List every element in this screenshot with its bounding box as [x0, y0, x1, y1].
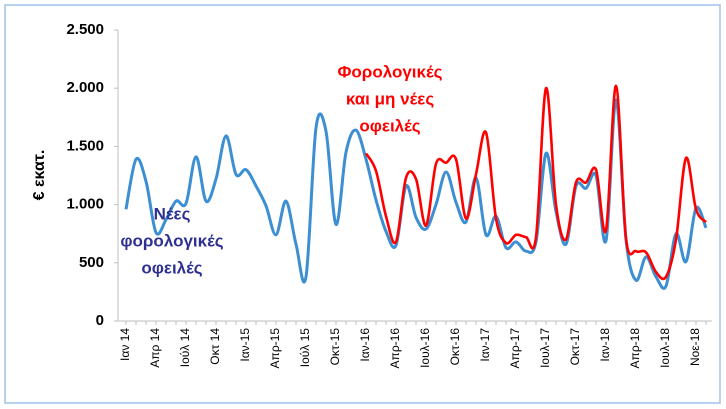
x-tick-label: Ιαν-17 — [478, 328, 492, 362]
y-axis-label: € εκατ. — [31, 150, 48, 201]
x-tick-label: Απρ-18 — [628, 328, 642, 369]
series-line — [364, 84, 708, 281]
y-tick-label: 0 — [96, 312, 104, 329]
annotation: Φορολογικές — [337, 62, 442, 81]
y-tick-label: 1.000 — [66, 196, 104, 213]
x-tick-label: Ιουλ-18 — [658, 328, 672, 368]
y-tick-label: 1.500 — [66, 137, 104, 154]
annotation: φορολογικές — [120, 231, 223, 250]
x-tick-label: Ιαν 14 — [118, 328, 132, 361]
x-tick-label: Οκτ-17 — [568, 328, 582, 366]
x-tick-label: Ιουλ-17 — [538, 328, 552, 368]
x-tick-label: Οκτ-15 — [328, 328, 342, 366]
x-tick-label: Νοε-18 — [688, 328, 702, 366]
x-tick-label: Ιαν-18 — [598, 328, 612, 362]
x-tick-label: Απρ-16 — [388, 328, 402, 369]
x-tick-label: Ιούλ 15 — [298, 328, 312, 368]
x-tick-label: Απρ 14 — [148, 328, 162, 368]
annotation: Νέες — [154, 204, 191, 223]
x-tick-label: Ιούλ 14 — [178, 328, 192, 368]
x-tick-label: Ιαν-16 — [358, 328, 372, 362]
y-tick-label: 2.000 — [66, 79, 104, 96]
annotation: οφειλές — [359, 116, 420, 135]
annotation: οφειλές — [141, 258, 202, 277]
x-tick-label: Απρ-15 — [268, 328, 282, 369]
x-tick-label: Ιουλ-16 — [418, 328, 432, 368]
annotation: και μη νέες — [346, 89, 435, 108]
x-tick-label: Απρ-17 — [508, 328, 522, 369]
x-tick-label: Οκτ 14 — [208, 328, 222, 365]
x-tick-label: Ιαν-15 — [238, 328, 252, 362]
x-tick-label: Οκτ-16 — [448, 328, 462, 366]
y-tick-label: 500 — [79, 254, 104, 271]
y-tick-label: 2.500 — [66, 21, 104, 38]
